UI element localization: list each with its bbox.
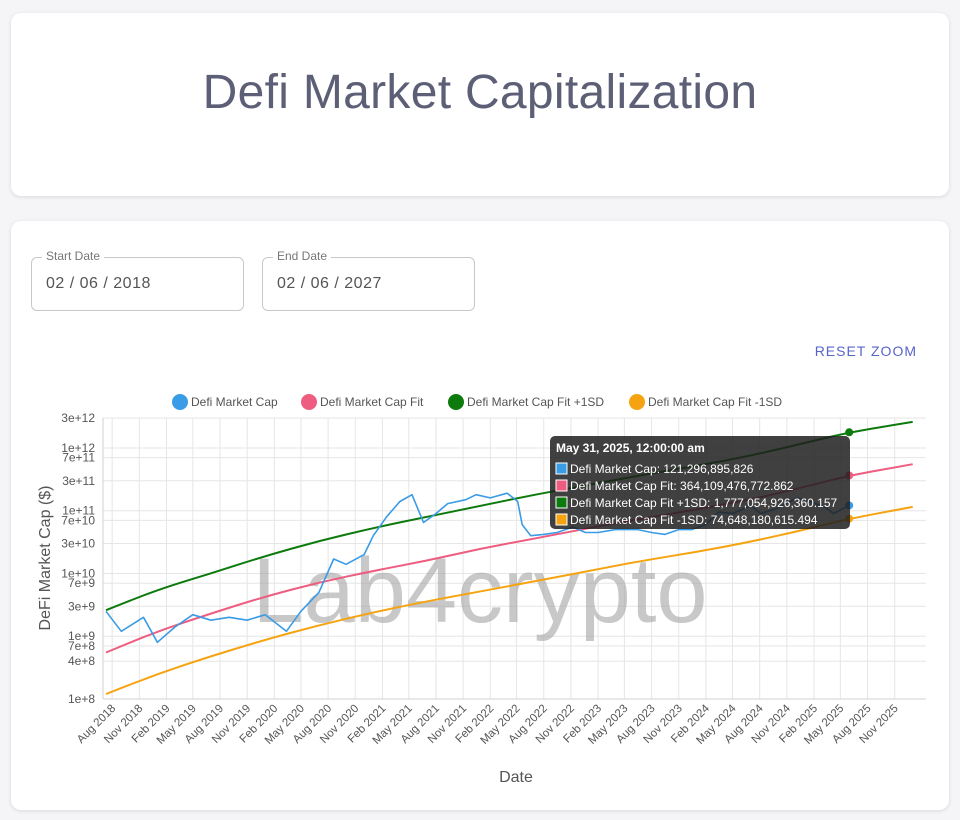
y-tick-label: 7e+8 (68, 639, 95, 653)
y-tick-label: 7e+9 (68, 576, 95, 590)
y-tick-label: 4e+8 (68, 654, 95, 668)
tooltip-title: May 31, 2025, 12:00:00 am (556, 441, 705, 455)
end-date-field[interactable]: End Date 02 / 06 / 2027 (262, 249, 475, 311)
y-tick-label: 3e+10 (61, 537, 95, 551)
tooltip-line: Defi Market Cap Fit: 364,109,476,772.862 (570, 479, 794, 493)
y-tick-label: 3e+11 (62, 474, 95, 488)
y-tick-label: 1e+10 (61, 566, 95, 580)
legend-marker (301, 394, 317, 410)
legend-label: Defi Market Cap Fit +1SD (467, 395, 604, 409)
y-tick-label: 7e+11 (62, 451, 95, 465)
tooltip-swatch (555, 513, 568, 526)
tooltip-swatch (555, 496, 568, 509)
hover-point-fit-plus-1sd-line (845, 428, 854, 437)
y-axis-title: DeFi Market Cap ($) (37, 486, 54, 631)
y-tick-label: 1e+11 (62, 504, 95, 518)
legend-label: Defi Market Cap Fit (320, 395, 424, 409)
x-axis-title: Date (499, 769, 533, 786)
page-title: Defi Market Capitalization (202, 66, 758, 119)
y-tick-label: 1e+9 (68, 629, 95, 643)
y-tick-label: 1e+8 (68, 692, 95, 706)
end-date-label: End Date (273, 249, 332, 263)
tooltip-swatch (555, 462, 568, 475)
end-date-value[interactable]: 02 / 06 / 2027 (277, 275, 382, 292)
tooltip-line: Defi Market Cap Fit -1SD: 74,648,180,615… (570, 513, 818, 527)
reset-zoom-button[interactable]: RESET ZOOM (814, 343, 917, 359)
start-date-field[interactable]: Start Date 02 / 06 / 2018 (31, 249, 244, 311)
legend-marker (172, 394, 188, 410)
tooltip-swatch (555, 479, 568, 492)
y-tick-label: 1e+12 (61, 441, 95, 455)
tooltip-box (550, 436, 850, 529)
tooltip-line: Defi Market Cap Fit +1SD: 1,777,054,926,… (570, 496, 837, 510)
start-date-value[interactable]: 02 / 06 / 2018 (46, 275, 151, 292)
legend-marker (448, 394, 464, 410)
legend-marker (629, 394, 645, 410)
fit-minus-1sd-line (105, 505, 913, 695)
legend-label: Defi Market Cap Fit -1SD (648, 395, 782, 409)
y-tick-label: 7e+10 (61, 513, 95, 527)
start-date-label: Start Date (42, 249, 105, 263)
title-card: Defi Market Capitalization (11, 13, 949, 196)
y-tick-label: 3e+9 (68, 599, 95, 613)
y-tick-label: 3e+12 (61, 411, 95, 425)
tooltip-line: Defi Market Cap: 121,296,895,826 (570, 462, 754, 476)
legend-label: Defi Market Cap (191, 395, 278, 409)
